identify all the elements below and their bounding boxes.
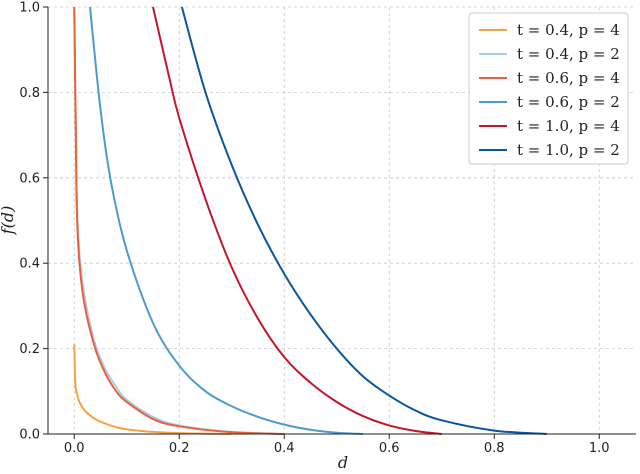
series-layer (73, 6, 547, 435)
x-tick-label: 0.0 (64, 441, 85, 456)
y-tick-label: 1.0 (19, 1, 40, 16)
ticks: 0.0 0.2 0.4 0.6 0.8 1.0 0.0 0.2 0.4 0.6 0.8 1.0 (19, 1, 609, 457)
series-line-5 (152, 6, 442, 435)
x-tick-label: 0.8 (484, 441, 505, 456)
legend-label-4: t = 0.6, p = 2 (517, 93, 620, 111)
x-tick-label: 0.6 (379, 441, 400, 456)
x-tick-label: 0.2 (169, 441, 190, 456)
legend-label-2: t = 0.4, p = 2 (517, 45, 620, 63)
y-tick-label: 0.8 (19, 86, 40, 101)
axes (47, 7, 636, 435)
y-tick-label: 0.4 (19, 257, 40, 272)
y-tick-label: 0.0 (19, 428, 40, 443)
y-tick-label: 0.6 (19, 171, 40, 186)
series-line-4 (89, 6, 364, 435)
legend-frame (468, 12, 629, 165)
legend-label-5: t = 1.0, p = 4 (517, 117, 620, 135)
series-line-3 (73, 6, 285, 435)
series-line-1 (73, 344, 232, 435)
y-tick-label: 0.2 (19, 342, 40, 357)
legend: t = 0.4, p = 4 t = 0.4, p = 2 t = 0.6, p =… (468, 12, 629, 165)
x-tick-label: 0.4 (274, 441, 295, 456)
x-tick-label: 1.0 (589, 441, 610, 456)
x-axis-label: d (338, 453, 348, 472)
legend-label-1: t = 0.4, p = 4 (517, 21, 620, 39)
legend-label-6: t = 1.0, p = 2 (517, 141, 620, 159)
legend-label-3: t = 0.6, p = 4 (517, 69, 620, 87)
series-line-6 (180, 6, 547, 435)
y-axis-label: f(d) (0, 206, 17, 236)
